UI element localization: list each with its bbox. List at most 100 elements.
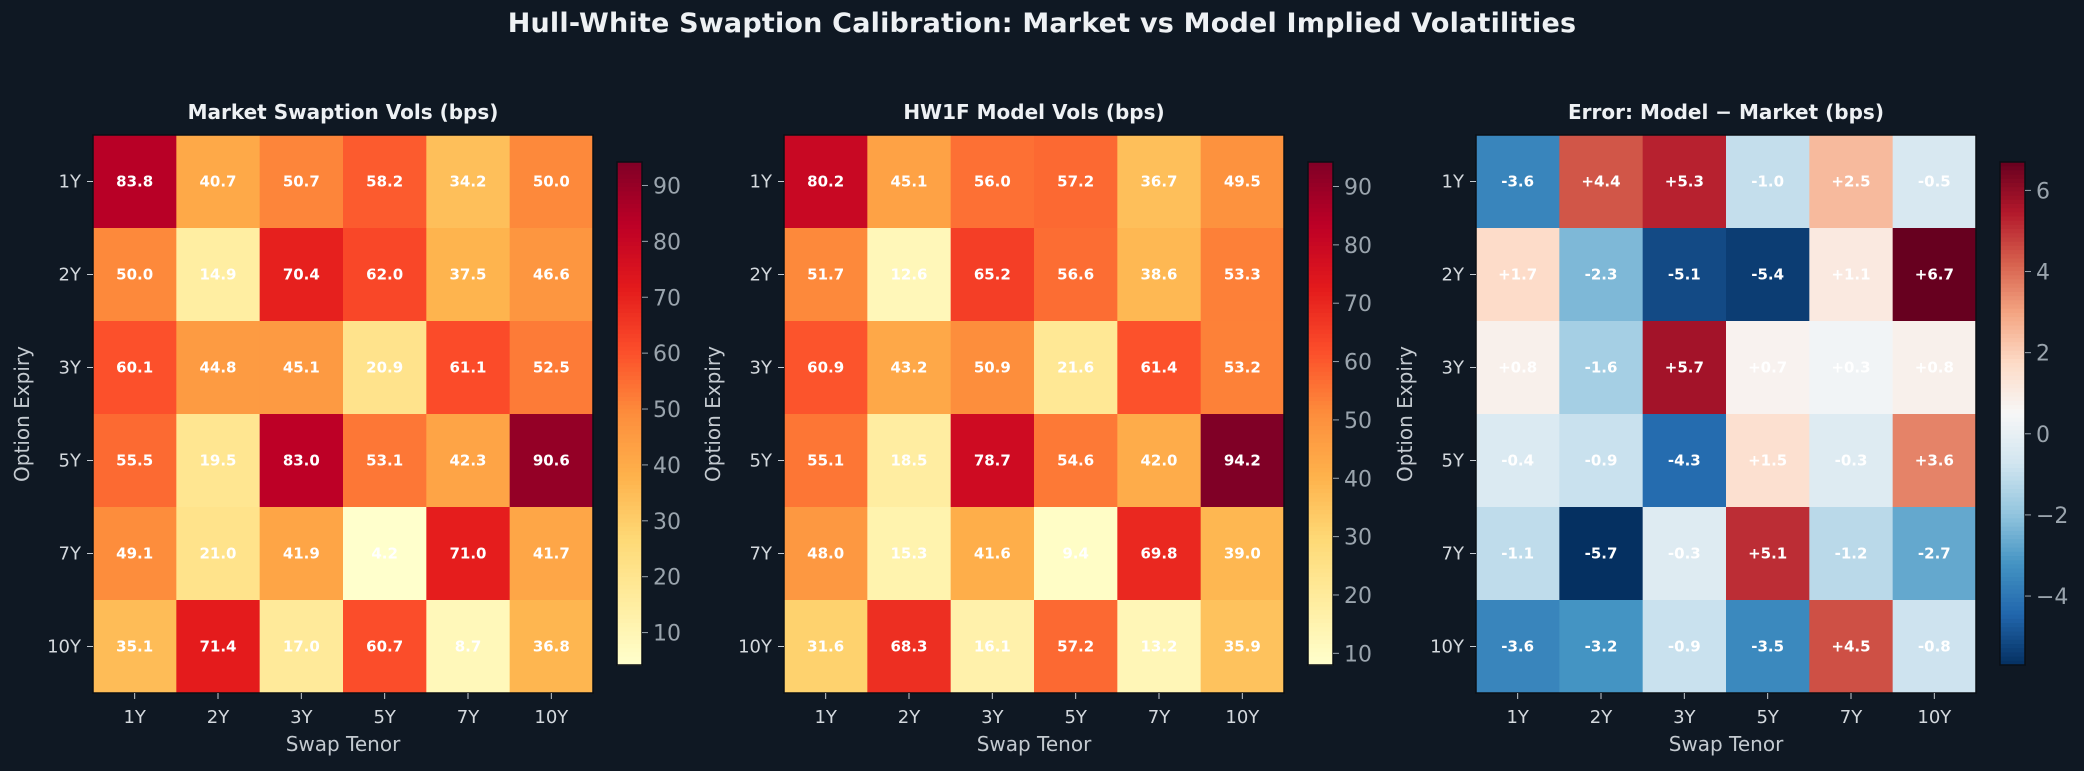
- heatmap-cell: [1200, 507, 1285, 601]
- heatmap-cell: [1200, 600, 1285, 694]
- heatmap-cell: [343, 321, 427, 415]
- cell-value-label: 17.0: [283, 638, 320, 656]
- colorbar-segment: [1308, 493, 1333, 498]
- colorbar-segment: [1308, 346, 1333, 352]
- cell-value-label: -1.1: [1501, 545, 1534, 563]
- colorbar-segment: [2000, 623, 2025, 628]
- cell-value-label: -4.3: [1668, 452, 1701, 470]
- cell-value-label: 18.5: [890, 452, 927, 470]
- colorbar-segment: [1308, 463, 1333, 469]
- heatmap-cell: [259, 228, 344, 322]
- heatmap-cell: [426, 228, 511, 322]
- colorbar-segment: [1308, 539, 1333, 545]
- heatmap-cell: [1476, 507, 1560, 601]
- colorbar-segment: [617, 639, 642, 645]
- heatmap-cell: [1892, 228, 1977, 322]
- x-tick-label: 2Y: [1590, 707, 1613, 728]
- colorbar-segment: [2000, 568, 2025, 574]
- colorbar-segment: [2000, 551, 2025, 557]
- colorbar-segment: [1308, 208, 1333, 213]
- colorbar-segment: [617, 162, 642, 167]
- colorbar-segment: [1308, 224, 1333, 230]
- cell-value-label: 56.6: [1057, 266, 1094, 284]
- heatmap-cell: [1726, 414, 1810, 508]
- colorbar-segment: [1308, 241, 1333, 247]
- heatmap-cell: [784, 507, 868, 601]
- heatmap-cell: [1559, 507, 1644, 601]
- colorbar-segment: [617, 195, 642, 201]
- cell-value-label: -3.2: [1585, 638, 1618, 656]
- colorbar-segment: [2000, 224, 2025, 230]
- colorbar-tick-label: 50: [1344, 409, 1372, 434]
- colorbar-segment: [2000, 509, 2025, 515]
- cell-value-label: 53.2: [1224, 359, 1261, 377]
- colorbar-segment: [1308, 631, 1333, 637]
- heatmap-cell: [1642, 507, 1727, 601]
- cell-value-label: -0.4: [1501, 452, 1534, 470]
- cell-value-label: 60.7: [366, 638, 403, 656]
- colorbar-segment: [2000, 644, 2025, 649]
- colorbar-tick-label: 4: [2036, 261, 2050, 286]
- colorbar-segment: [617, 237, 642, 243]
- heatmap-cell: [1892, 414, 1977, 508]
- cell-value-label: 50.7: [283, 173, 320, 191]
- heatmap-cell: [1809, 600, 1894, 694]
- heatmap-cell: [93, 228, 177, 322]
- colorbar-segment: [2000, 338, 2025, 343]
- heatmap-cell: [1809, 228, 1894, 322]
- colorbar-segment: [617, 350, 642, 356]
- heatmap-cell: [784, 228, 868, 322]
- colorbar-segment: [2000, 379, 2025, 385]
- colorbar-segment: [1308, 459, 1333, 465]
- colorbar-segment: [617, 635, 642, 641]
- colorbar-segment: [2000, 652, 2025, 658]
- heatmap-cell: [509, 228, 594, 322]
- x-tick-label: 1Y: [123, 707, 146, 728]
- colorbar-segment: [2000, 254, 2025, 260]
- colorbar-segment: [617, 270, 642, 276]
- colorbar-segment: [2000, 350, 2025, 356]
- cell-value-label: 49.5: [1224, 173, 1261, 191]
- colorbar-segment: [2000, 300, 2025, 306]
- colorbar-tick-label: 10: [653, 622, 681, 647]
- colorbar-segment: [2000, 501, 2025, 507]
- heatmap-cell: [867, 507, 952, 601]
- colorbar-tick-label: 90: [1344, 176, 1372, 201]
- colorbar-segment: [1308, 363, 1333, 368]
- colorbar-segment: [2000, 602, 2025, 607]
- colorbar-segment: [1308, 229, 1333, 234]
- colorbar-segment: [617, 275, 642, 280]
- colorbar-segment: [617, 321, 642, 327]
- colorbar-segment: [2000, 342, 2025, 348]
- colorbar-segment: [2000, 447, 2025, 452]
- cell-value-label: +5.1: [1748, 545, 1787, 563]
- y-tick-label: 2Y: [750, 265, 773, 286]
- heatmap-cell: [784, 321, 868, 415]
- x-tick-label: 7Y: [457, 707, 480, 728]
- heatmap-cell: [1726, 507, 1810, 601]
- colorbar-segment: [1308, 660, 1333, 666]
- cell-value-label: -3.6: [1501, 638, 1534, 656]
- colorbar-segment: [2000, 329, 2025, 335]
- x-axis-label: Swap Tenor: [1669, 732, 1784, 756]
- cell-value-label: 8.7: [455, 638, 482, 656]
- colorbar-segment: [617, 535, 642, 540]
- colorbar-segment: [1308, 317, 1333, 322]
- heatmap-cell: [176, 414, 261, 508]
- colorbar-segment: [2000, 484, 2025, 490]
- colorbar-segment: [617, 618, 642, 624]
- heatmap-cell: [93, 321, 177, 415]
- heatmap-cell: [509, 600, 594, 694]
- colorbar-segment: [617, 572, 642, 578]
- colorbar-segment: [1308, 166, 1333, 171]
- colorbar-segment: [2000, 312, 2025, 318]
- y-tick-label: 2Y: [1442, 265, 1465, 286]
- cell-value-label: 55.5: [116, 452, 153, 470]
- colorbar-segment: [2000, 317, 2025, 322]
- colorbar-segment: [2000, 325, 2025, 331]
- colorbar-segment: [2000, 488, 2025, 494]
- colorbar-segment: [2000, 367, 2025, 373]
- colorbar-segment: [617, 342, 642, 348]
- heatmap-cell: [509, 414, 594, 508]
- colorbar-segment: [1308, 530, 1333, 536]
